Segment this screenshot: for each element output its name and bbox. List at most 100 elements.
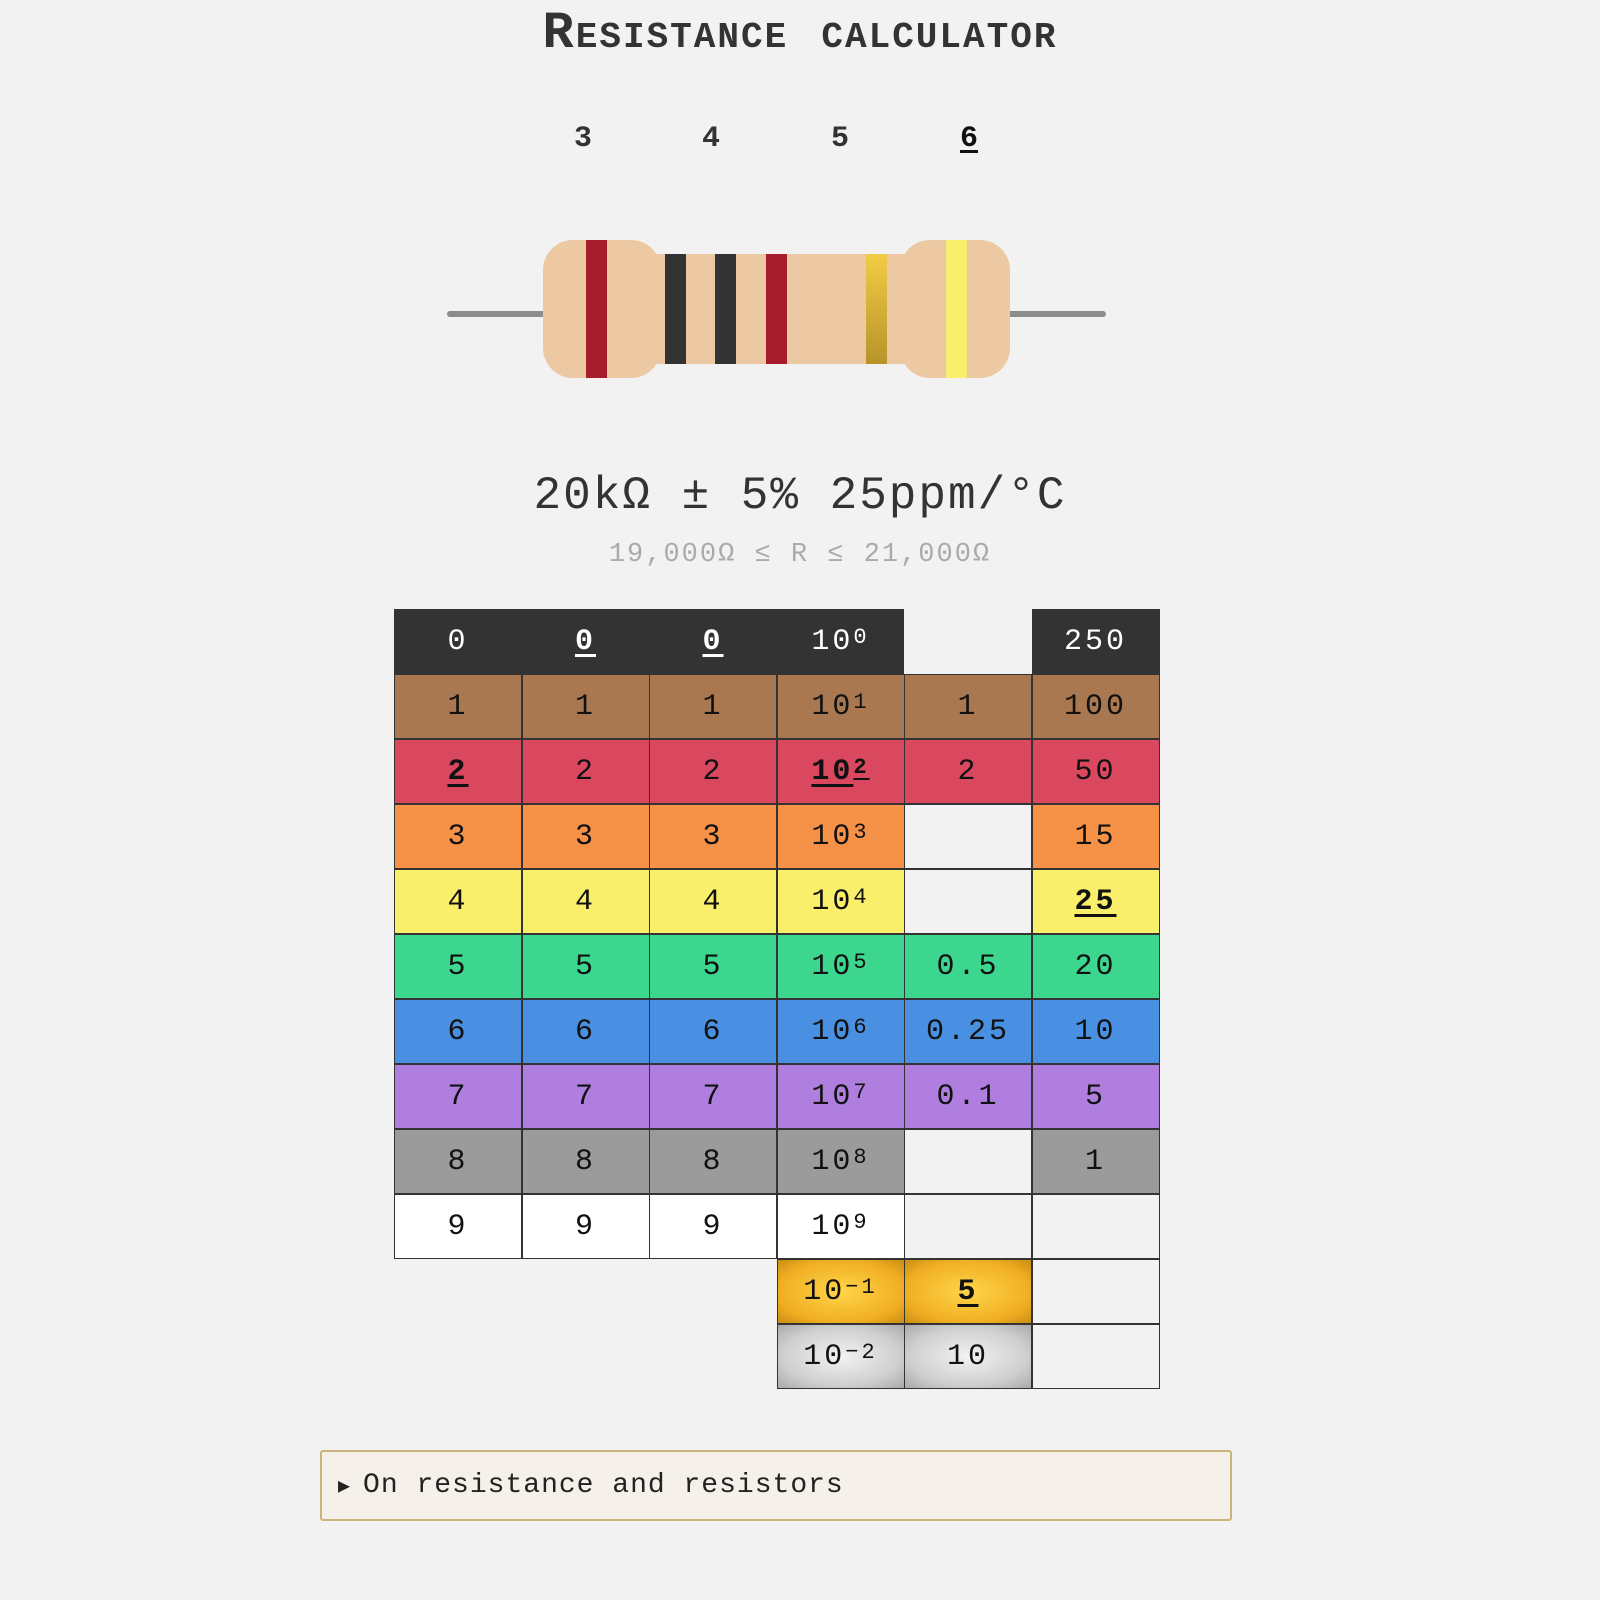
multiplier-base: 10 bbox=[811, 1209, 854, 1244]
cell-green-multiplier[interactable]: 10 5 bbox=[776, 934, 905, 999]
resistor-band-tolerance bbox=[866, 254, 887, 364]
cell-brown-multiplier[interactable]: 10 1 bbox=[776, 674, 905, 739]
band-count-option-4[interactable]: 4 bbox=[701, 122, 720, 156]
cell-black-digit-1[interactable]: 0 bbox=[394, 609, 522, 674]
resistor-lead-right bbox=[1005, 311, 1106, 317]
cell-blue-tempco[interactable]: 10 bbox=[1031, 999, 1160, 1064]
cell-orange-multiplier[interactable]: 10 3 bbox=[776, 804, 905, 869]
multiplier-exponent: 6 bbox=[853, 1015, 870, 1040]
cell-green-digit-1[interactable]: 5 bbox=[394, 934, 522, 999]
cell-black-tolerance bbox=[904, 609, 1032, 674]
cell-yellow-digit-2[interactable]: 4 bbox=[521, 869, 650, 934]
cell-white-digit-2[interactable]: 9 bbox=[521, 1194, 650, 1259]
cell-brown-digit-3[interactable]: 1 bbox=[649, 674, 777, 739]
resistor-lead-left bbox=[447, 311, 547, 317]
cell-yellow-digit-3[interactable]: 4 bbox=[649, 869, 777, 934]
multiplier-exponent: −1 bbox=[845, 1275, 878, 1300]
cell-green-tempco[interactable]: 20 bbox=[1031, 934, 1160, 999]
multiplier-base: 10 bbox=[811, 819, 854, 854]
cell-violet-digit-3[interactable]: 7 bbox=[649, 1064, 777, 1129]
triangle-right-icon: ▶ bbox=[338, 1475, 352, 1499]
page-title: Resistance calculator bbox=[542, 4, 1058, 63]
cell-blue-digit-3[interactable]: 6 bbox=[649, 999, 777, 1064]
disclosure-label: On resistance and resistors bbox=[363, 1470, 844, 1501]
multiplier-base: 10 bbox=[811, 1014, 854, 1049]
cell-black-tempco[interactable]: 250 bbox=[1031, 609, 1160, 674]
multiplier-exponent: 3 bbox=[853, 820, 870, 845]
cell-silver-tempco bbox=[1031, 1324, 1160, 1389]
cell-grey-digit-2[interactable]: 8 bbox=[521, 1129, 650, 1194]
multiplier-exponent: 1 bbox=[853, 690, 870, 715]
cell-silver-tolerance[interactable]: 10 bbox=[904, 1324, 1032, 1389]
cell-brown-digit-2[interactable]: 1 bbox=[521, 674, 650, 739]
cell-blue-digit-1[interactable]: 6 bbox=[394, 999, 522, 1064]
cell-white-digit-3[interactable]: 9 bbox=[649, 1194, 777, 1259]
cell-silver-multiplier[interactable]: 10 −2 bbox=[776, 1324, 905, 1389]
cell-orange-digit-1[interactable]: 3 bbox=[394, 804, 522, 869]
cell-yellow-tolerance bbox=[904, 869, 1032, 934]
multiplier-exponent: −2 bbox=[845, 1340, 878, 1365]
resistor-band-1 bbox=[586, 240, 607, 378]
cell-orange-tempco[interactable]: 15 bbox=[1031, 804, 1160, 869]
cell-violet-tolerance[interactable]: 0.1 bbox=[904, 1064, 1032, 1129]
cell-blue-multiplier[interactable]: 10 6 bbox=[776, 999, 905, 1064]
cell-grey-tempco[interactable]: 1 bbox=[1031, 1129, 1160, 1194]
cell-white-tolerance bbox=[904, 1194, 1032, 1259]
cell-yellow-multiplier[interactable]: 10 4 bbox=[776, 869, 905, 934]
cell-black-multiplier[interactable]: 10 0 bbox=[776, 609, 905, 674]
cell-orange-digit-3[interactable]: 3 bbox=[649, 804, 777, 869]
multiplier-exponent: 7 bbox=[853, 1080, 870, 1105]
cell-gold-multiplier[interactable]: 10 −1 bbox=[776, 1259, 905, 1324]
resistance-result: 20kΩ ± 5% 25ppm/°C bbox=[533, 470, 1067, 522]
multiplier-base: 10 bbox=[811, 884, 854, 919]
multiplier-exponent: 8 bbox=[853, 1145, 870, 1170]
cell-violet-digit-2[interactable]: 7 bbox=[521, 1064, 650, 1129]
cell-grey-multiplier[interactable]: 10 8 bbox=[776, 1129, 905, 1194]
cell-white-tempco bbox=[1031, 1194, 1160, 1259]
cell-orange-digit-2[interactable]: 3 bbox=[521, 804, 650, 869]
band-count-option-6[interactable]: 6 bbox=[959, 122, 978, 156]
resistor-band-multiplier bbox=[766, 254, 787, 364]
cell-orange-tolerance bbox=[904, 804, 1032, 869]
multiplier-base: 10 bbox=[811, 1079, 854, 1114]
cell-green-digit-2[interactable]: 5 bbox=[521, 934, 650, 999]
cell-red-tempco[interactable]: 50 bbox=[1031, 739, 1160, 804]
resistance-range: 19,000Ω ≤ R ≤ 21,000Ω bbox=[608, 540, 992, 570]
cell-grey-digit-1[interactable]: 8 bbox=[394, 1129, 522, 1194]
cell-black-digit-2[interactable]: 0 bbox=[521, 609, 650, 674]
cell-yellow-digit-1[interactable]: 4 bbox=[394, 869, 522, 934]
resistor-band-tempco bbox=[946, 240, 967, 378]
band-count-option-3[interactable]: 3 bbox=[573, 122, 592, 156]
cell-red-digit-1[interactable]: 2 bbox=[394, 739, 522, 804]
multiplier-base: 10 bbox=[803, 1274, 846, 1309]
cell-red-digit-3[interactable]: 2 bbox=[649, 739, 777, 804]
cell-green-digit-3[interactable]: 5 bbox=[649, 934, 777, 999]
multiplier-exponent: 4 bbox=[853, 885, 870, 910]
cell-black-digit-3[interactable]: 0 bbox=[649, 609, 777, 674]
multiplier-base: 10 bbox=[811, 624, 854, 659]
cell-violet-tempco[interactable]: 5 bbox=[1031, 1064, 1160, 1129]
cell-gold-tolerance[interactable]: 5 bbox=[904, 1259, 1032, 1324]
multiplier-base: 10 bbox=[811, 1144, 854, 1179]
cell-violet-multiplier[interactable]: 10 7 bbox=[776, 1064, 905, 1129]
cell-blue-tolerance[interactable]: 0.25 bbox=[904, 999, 1032, 1064]
cell-brown-digit-1[interactable]: 1 bbox=[394, 674, 522, 739]
band-count-option-5[interactable]: 5 bbox=[830, 122, 849, 156]
cell-grey-digit-3[interactable]: 8 bbox=[649, 1129, 777, 1194]
multiplier-exponent: 2 bbox=[853, 755, 870, 780]
multiplier-base: 10 bbox=[811, 689, 854, 724]
cell-white-multiplier[interactable]: 10 9 bbox=[776, 1194, 905, 1259]
multiplier-base: 10 bbox=[811, 754, 854, 789]
cell-brown-tolerance[interactable]: 1 bbox=[904, 674, 1032, 739]
cell-red-multiplier[interactable]: 10 2 bbox=[776, 739, 905, 804]
cell-blue-digit-2[interactable]: 6 bbox=[521, 999, 650, 1064]
cell-violet-digit-1[interactable]: 7 bbox=[394, 1064, 522, 1129]
cell-green-tolerance[interactable]: 0.5 bbox=[904, 934, 1032, 999]
cell-yellow-tempco[interactable]: 25 bbox=[1031, 869, 1160, 934]
cell-brown-tempco[interactable]: 100 bbox=[1031, 674, 1160, 739]
cell-red-tolerance[interactable]: 2 bbox=[904, 739, 1032, 804]
cell-grey-tolerance bbox=[904, 1129, 1032, 1194]
resistance-info-disclosure[interactable]: ▶ On resistance and resistors bbox=[320, 1450, 1232, 1521]
cell-white-digit-1[interactable]: 9 bbox=[394, 1194, 522, 1259]
cell-red-digit-2[interactable]: 2 bbox=[521, 739, 650, 804]
